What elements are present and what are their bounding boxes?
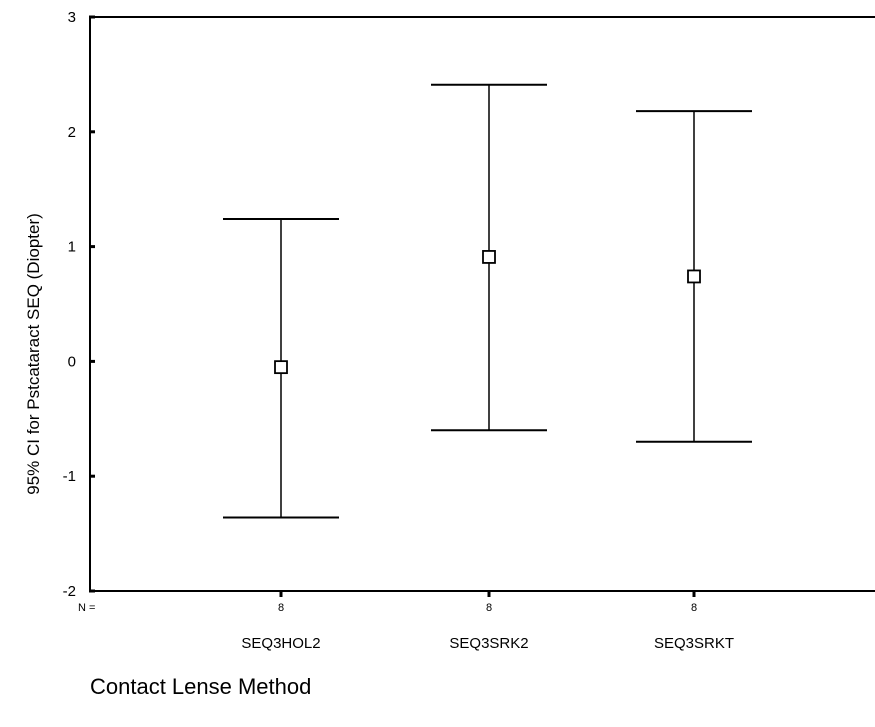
category-label: SEQ3HOL2 [241,635,320,652]
y-tick-label: 0 [68,353,76,370]
mean-marker [482,250,496,264]
n-value-label: 8 [486,602,492,614]
y-tick-label: -1 [63,468,76,485]
y-axis-title: 95% CI for Pstcataract SEQ (Diopter) [24,213,43,495]
category-label: SEQ3SRKT [654,635,734,652]
y-tick-label: 3 [68,9,76,26]
n-value-label: 8 [691,602,697,614]
mean-marker [274,360,288,375]
y-tick-label: 1 [68,239,76,256]
n-label: N = [78,602,95,614]
y-tick-label: -2 [63,583,76,600]
y-tick-label: 2 [68,124,76,141]
mean-marker [687,269,701,284]
n-value-label: 8 [278,602,284,614]
x-axis-title: Contact Lense Method [90,674,311,699]
category-label: SEQ3SRK2 [449,635,528,652]
